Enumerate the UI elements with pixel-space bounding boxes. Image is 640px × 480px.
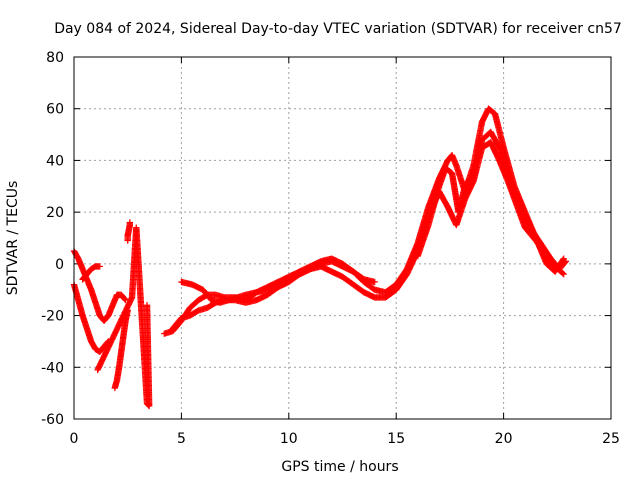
x-tick-label: 10 xyxy=(280,431,298,447)
data-point-track-d xyxy=(468,172,476,179)
data-point-track-d xyxy=(537,240,545,247)
grid-layer xyxy=(74,57,611,419)
x-tick-label: 15 xyxy=(387,431,405,447)
y-tick-label: 40 xyxy=(46,153,64,169)
data-point-scatter-isolated xyxy=(143,303,151,310)
data-point-rise-early xyxy=(95,263,102,270)
data-point-band-upper xyxy=(120,295,128,302)
y-tick-label: -40 xyxy=(41,360,64,376)
data-point-rise-early xyxy=(90,264,97,271)
data-point-track-b xyxy=(443,201,450,208)
y-tick-label: -60 xyxy=(41,412,64,428)
data-point-streak-high xyxy=(126,220,134,227)
y-tick-label: 20 xyxy=(46,205,64,221)
data-point-track-d xyxy=(561,259,569,266)
data-point-band-upper xyxy=(73,253,81,260)
x-tick-label: 0 xyxy=(70,431,79,447)
y-tick-label: 80 xyxy=(46,50,64,66)
data-point-track-b xyxy=(402,273,409,280)
y-axis-label: SDTVAR / TECUs xyxy=(5,181,21,296)
data-point-band-upper xyxy=(121,295,129,303)
data-point-track-b xyxy=(559,270,566,277)
chart-title: Day 084 of 2024, Sidereal Day-to-day VTE… xyxy=(54,21,622,37)
data-point-track-b xyxy=(193,308,200,315)
y-tick-label: 60 xyxy=(46,102,64,118)
data-layer xyxy=(70,105,570,410)
data-point-track-d xyxy=(529,227,536,234)
y-tick-label: 0 xyxy=(55,257,64,273)
x-tick-label: 5 xyxy=(177,431,186,447)
y-tick-label: -20 xyxy=(41,309,64,325)
plot-frame xyxy=(73,56,612,420)
x-tick-label: 25 xyxy=(602,431,620,447)
data-point-track-b xyxy=(558,269,566,276)
data-point-track-c xyxy=(370,278,377,285)
x-tick-label: 20 xyxy=(495,431,513,447)
x-axis-label: GPS time / hours xyxy=(281,459,398,475)
data-point-track-d xyxy=(561,260,568,267)
data-point-track-d xyxy=(494,142,502,149)
tick-layer: 0 5 10 15 20 25 -60 -40 -20 0 20 40 60 80 xyxy=(41,50,620,447)
